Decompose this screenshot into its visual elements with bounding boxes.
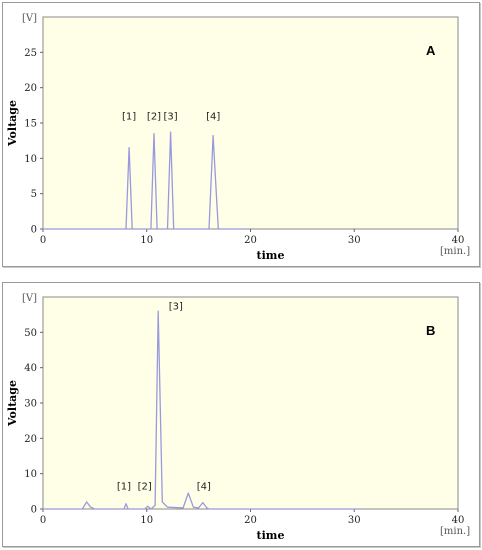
y-unit-label: [V] bbox=[22, 13, 37, 24]
y-tick-label: 40 bbox=[24, 363, 37, 374]
plot-area bbox=[42, 296, 459, 510]
y-tick-label: 50 bbox=[24, 328, 37, 339]
y-tick-label: 20 bbox=[24, 434, 37, 445]
y-tick-label: 15 bbox=[24, 119, 37, 130]
x-tick-label: 30 bbox=[348, 235, 361, 246]
x-tick-label: 10 bbox=[140, 515, 153, 526]
x-tick-label: 0 bbox=[40, 515, 46, 526]
x-tick-label: 40 bbox=[452, 235, 465, 246]
peak-label-1: [1] bbox=[122, 111, 136, 122]
x-tick-label: 0 bbox=[40, 235, 46, 246]
peak-label-3: [3] bbox=[164, 111, 178, 122]
y-tick-label: 5 bbox=[31, 189, 37, 200]
x-tick-label: 30 bbox=[348, 515, 361, 526]
y-unit-label: [V] bbox=[22, 293, 37, 304]
peak-label-2: [2] bbox=[138, 482, 152, 493]
peak-label-4: [4] bbox=[197, 482, 211, 493]
plot-area bbox=[42, 16, 459, 230]
x-tick-label: 10 bbox=[140, 235, 153, 246]
y-tick-label: 0 bbox=[31, 225, 37, 236]
x-unit-label: [min.] bbox=[440, 246, 470, 257]
y-tick-label: 25 bbox=[24, 48, 37, 59]
x-tick-label: 40 bbox=[452, 515, 465, 526]
peak-label-2: [2] bbox=[147, 111, 161, 122]
peak-label-3: [3] bbox=[169, 301, 183, 312]
x-tick-label: 20 bbox=[244, 235, 257, 246]
peak-label-4: [4] bbox=[206, 111, 220, 122]
y-tick-label: 0 bbox=[31, 505, 37, 516]
chart-panel-a: 0 5 10 15 20 25 [V] 0 10 20 30 40 [min.] time Voltage [… bbox=[2, 2, 480, 267]
panel-label-b: B bbox=[426, 323, 435, 338]
y-tick-label: 10 bbox=[24, 469, 37, 480]
series-line-1 bbox=[43, 310, 360, 510]
x-tick-label: 20 bbox=[244, 515, 257, 526]
x-unit-label: [min.] bbox=[440, 526, 470, 537]
series-line-1 bbox=[43, 131, 246, 230]
peak-label-1: [1] bbox=[117, 482, 131, 493]
x-axis-title: time bbox=[257, 529, 285, 542]
chart-panel-b: 0 10 20 30 40 50 [V] 0 10 20 30 40 [min.] time Voltage… bbox=[2, 282, 480, 547]
x-axis-title: time bbox=[257, 249, 285, 262]
y-tick-label: 10 bbox=[24, 154, 37, 165]
panel-label-a: A bbox=[426, 43, 436, 58]
y-tick-label: 30 bbox=[24, 399, 37, 410]
chart-a-svg: 0 5 10 15 20 25 [V] 0 10 20 30 40[min.] time Voltage [… bbox=[6, 13, 470, 262]
y-axis-title: Voltage bbox=[6, 100, 19, 147]
y-tick-label: 20 bbox=[24, 83, 37, 94]
y-axis-title: Voltage bbox=[6, 380, 19, 427]
